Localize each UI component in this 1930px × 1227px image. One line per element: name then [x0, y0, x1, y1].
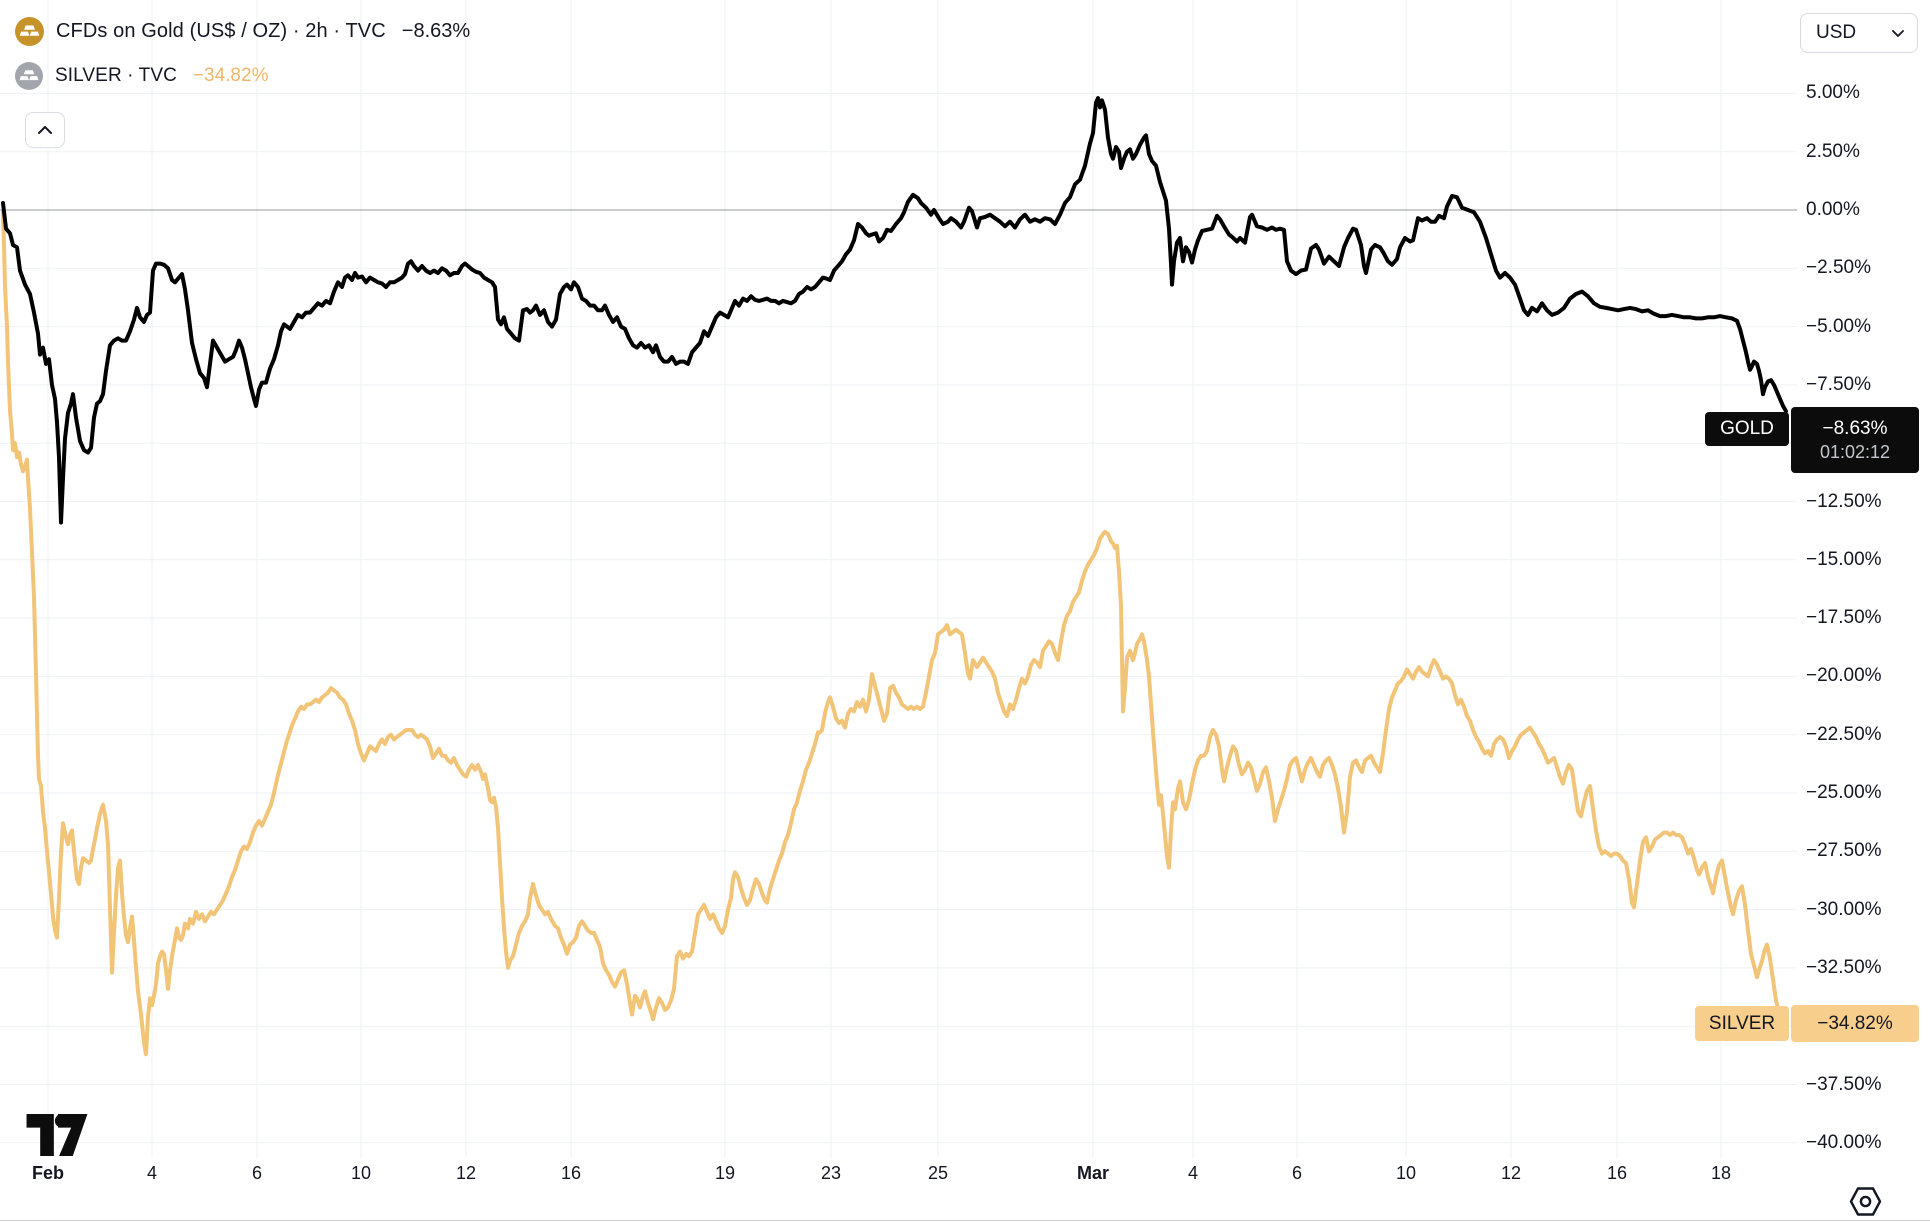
price-axis-label: −5.00%: [1806, 315, 1871, 337]
symbol-title-gold[interactable]: CFDs on Gold (US$ / OZ) · 2h · TVC: [56, 20, 386, 42]
time-axis-label: Feb: [31, 1163, 65, 1183]
price-axis-label: −25.00%: [1806, 782, 1882, 803]
time-axis-label: Mar: [1076, 1163, 1110, 1183]
time-axis-label: 6: [1291, 1163, 1303, 1183]
silver-price-badge: −34.82%: [1791, 1005, 1919, 1042]
price-axis-label: −15.00%: [1806, 548, 1882, 570]
price-axis-label: −32.50%: [1806, 956, 1882, 978]
price-axis-label: −30.00%: [1806, 898, 1882, 920]
symbol-title-silver[interactable]: SILVER · TVC: [55, 65, 177, 86]
price-axis-label: 0.00%: [1806, 199, 1860, 220]
time-axis-label: 6: [251, 1163, 263, 1183]
price-axis-label: 2.50%: [1806, 140, 1860, 162]
time-axis-label: 19: [714, 1163, 736, 1183]
chevron-down-icon: [1892, 29, 1904, 37]
price-axis-label: −12.50%: [1806, 490, 1882, 512]
time-axis-label: 25: [927, 1163, 949, 1183]
silver-badge-value: −34.82%: [1817, 1012, 1893, 1034]
time-axis-label: 18: [1710, 1163, 1732, 1183]
time-axis-label: 4: [146, 1163, 158, 1183]
price-axis-label: −20.00%: [1806, 665, 1882, 687]
price-scale-settings-button[interactable]: [1849, 1186, 1882, 1222]
gold-badge-name: GOLD: [1720, 418, 1774, 440]
legend-row-gold[interactable]: CFDs on Gold (US$ / OZ) · 2h · TVC −8.63…: [15, 17, 470, 46]
silver-series-line[interactable]: [1, 210, 1787, 1057]
gold-series-label-badge: GOLD: [1705, 412, 1789, 446]
gold-badge-value: −8.63%: [1822, 417, 1888, 439]
collapse-legend-button[interactable]: [25, 112, 65, 148]
gold-badge-countdown: 01:02:12: [1819, 441, 1891, 462]
gold-series-line[interactable]: [1, 96, 1788, 525]
price-axis-label: −22.50%: [1806, 723, 1882, 745]
currency-selector-value: USD: [1816, 22, 1857, 43]
time-axis-label: 10: [1395, 1163, 1417, 1183]
price-axis-label: −37.50%: [1806, 1073, 1882, 1095]
tradingview-logo[interactable]: [26, 1114, 88, 1161]
price-axis-label: −17.50%: [1806, 607, 1882, 629]
legend-row-silver[interactable]: SILVER · TVC −34.82%: [15, 62, 268, 90]
currency-selector[interactable]: USD: [1800, 13, 1918, 53]
time-axis-label: 4: [1187, 1163, 1199, 1183]
time-axis-label: 16: [560, 1163, 582, 1183]
silver-coin-icon: [15, 62, 43, 90]
time-axis-label: 10: [350, 1163, 372, 1183]
silver-badge-name: SILVER: [1708, 1012, 1776, 1034]
time-axis-label: 12: [1500, 1163, 1522, 1183]
time-axis-label: 12: [455, 1163, 477, 1183]
change-percent-gold: −8.63%: [401, 20, 471, 42]
gold-price-badge: −8.63% 01:02:12: [1791, 407, 1919, 473]
change-percent-silver: −34.82%: [192, 65, 269, 86]
price-axis-label: −40.00%: [1806, 1131, 1882, 1153]
gold-coin-icon: [15, 17, 44, 46]
time-axis-label: 16: [1606, 1163, 1628, 1183]
time-axis-label: 23: [820, 1163, 842, 1183]
bottom-border: [0, 1220, 1930, 1221]
silver-series-label-badge: SILVER: [1695, 1006, 1789, 1041]
price-axis-label: 5.00%: [1806, 82, 1860, 104]
hexagon-settings-icon: [1849, 1187, 1882, 1216]
price-axis-label: −2.50%: [1806, 257, 1871, 279]
price-axis-label: −27.50%: [1806, 840, 1882, 862]
chevron-up-icon: [38, 126, 52, 134]
price-axis-label: −7.50%: [1806, 373, 1871, 395]
